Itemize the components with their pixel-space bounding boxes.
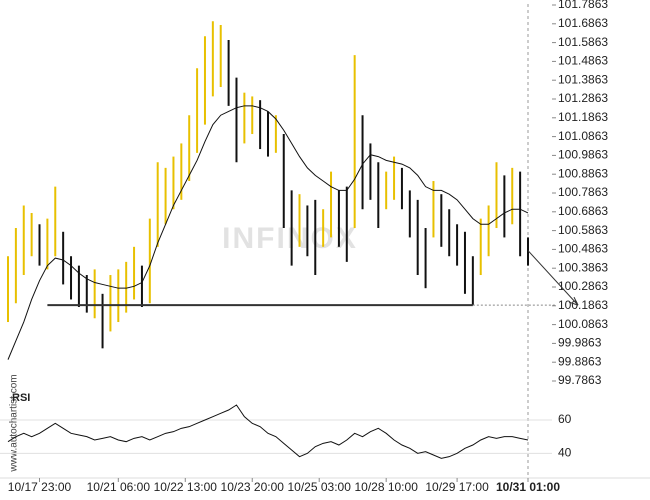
x-tick-label: 10/21 06:00 [87, 480, 151, 494]
y-tick-label: 99.7863 [558, 373, 602, 387]
watermark: INFINOX [222, 222, 358, 255]
x-tick-label: 10/31 01:00 [496, 480, 560, 494]
x-tick-label: 10/25 03:00 [288, 480, 352, 494]
y-tick-label: 100.2863 [558, 279, 608, 293]
y-tick-label: 100.0863 [558, 317, 608, 331]
y-tick-label: 101.7863 [558, 0, 608, 11]
y-tick-label: 100.8863 [558, 166, 608, 180]
y-tick-label: 100.7863 [558, 185, 608, 199]
x-tick-label: 10/29 17:00 [425, 480, 489, 494]
x-tick-label: 10/17 23:00 [8, 480, 72, 494]
y-tick-label: 99.8863 [558, 354, 602, 368]
rsi-line [7, 404, 529, 459]
y-tick-label: 101.1863 [558, 110, 608, 124]
moving-average [7, 105, 529, 360]
x-tick-label: 10/22 13:00 [154, 480, 218, 494]
y-tick-label: 101.3863 [558, 72, 608, 86]
y-tick-label: 101.6863 [558, 16, 608, 30]
y-tick-label: 101.0863 [558, 129, 608, 143]
y-tick-label: 101.2863 [558, 91, 608, 105]
y-tick-label: 101.5863 [558, 35, 608, 49]
y-tick-label: 40 [558, 446, 572, 460]
y-tick-label: 99.9863 [558, 336, 602, 350]
y-tick-label: 60 [558, 412, 572, 426]
x-tick-label: 10/28 10:00 [354, 480, 418, 494]
y-tick-label: 100.5863 [558, 223, 608, 237]
source: www.autochartist.com [9, 374, 20, 472]
y-tick-label: 101.4863 [558, 54, 608, 68]
y-tick-label: 100.4863 [558, 242, 608, 256]
forecast-arrowhead [568, 296, 579, 306]
rsi-title: RSI [12, 392, 30, 404]
y-tick-label: 100.3863 [558, 260, 608, 274]
x-tick-label: 10/23 20:00 [221, 480, 285, 494]
y-tick-label: 100.6863 [558, 204, 608, 218]
y-tick-label: 100.9863 [558, 148, 608, 162]
forecast-arrow [527, 250, 579, 306]
y-tick-label: 100.1863 [558, 298, 608, 312]
